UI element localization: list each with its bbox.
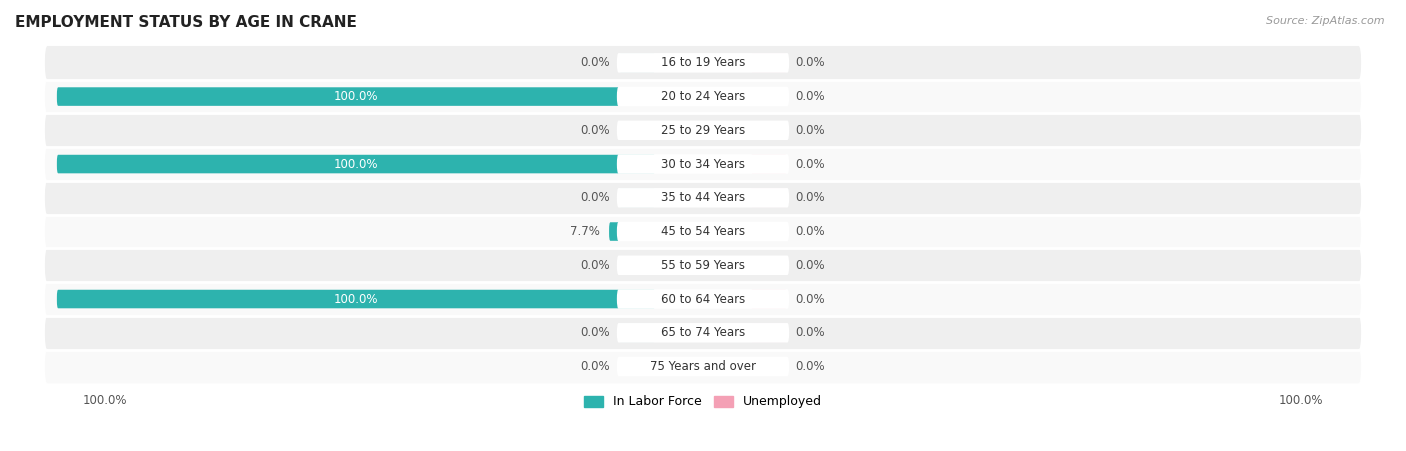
FancyBboxPatch shape [751, 87, 787, 106]
FancyBboxPatch shape [751, 222, 787, 241]
FancyBboxPatch shape [619, 357, 655, 376]
FancyBboxPatch shape [45, 282, 1361, 316]
FancyBboxPatch shape [617, 222, 789, 241]
Text: 65 to 74 Years: 65 to 74 Years [661, 326, 745, 339]
FancyBboxPatch shape [56, 155, 655, 173]
Text: EMPLOYMENT STATUS BY AGE IN CRANE: EMPLOYMENT STATUS BY AGE IN CRANE [15, 15, 357, 30]
Text: 0.0%: 0.0% [796, 293, 825, 305]
Text: 0.0%: 0.0% [796, 225, 825, 238]
FancyBboxPatch shape [751, 155, 787, 173]
Text: 0.0%: 0.0% [796, 157, 825, 170]
FancyBboxPatch shape [751, 256, 787, 275]
FancyBboxPatch shape [751, 290, 787, 308]
Text: 0.0%: 0.0% [581, 124, 610, 137]
FancyBboxPatch shape [617, 256, 789, 275]
Legend: In Labor Force, Unemployed: In Labor Force, Unemployed [579, 391, 827, 414]
Text: 0.0%: 0.0% [796, 191, 825, 204]
FancyBboxPatch shape [45, 46, 1361, 80]
FancyBboxPatch shape [45, 215, 1361, 249]
FancyBboxPatch shape [619, 189, 655, 207]
FancyBboxPatch shape [56, 290, 655, 308]
FancyBboxPatch shape [751, 323, 787, 342]
FancyBboxPatch shape [609, 222, 655, 241]
Text: 7.7%: 7.7% [571, 225, 600, 238]
FancyBboxPatch shape [751, 189, 787, 207]
Text: 0.0%: 0.0% [581, 360, 610, 373]
Text: 0.0%: 0.0% [796, 56, 825, 69]
FancyBboxPatch shape [619, 323, 655, 342]
Text: 0.0%: 0.0% [796, 326, 825, 339]
FancyBboxPatch shape [45, 316, 1361, 350]
Text: 100.0%: 100.0% [333, 90, 378, 103]
Text: 100.0%: 100.0% [333, 157, 378, 170]
FancyBboxPatch shape [617, 120, 789, 140]
FancyBboxPatch shape [617, 87, 789, 106]
FancyBboxPatch shape [45, 80, 1361, 114]
Text: 60 to 64 Years: 60 to 64 Years [661, 293, 745, 305]
FancyBboxPatch shape [617, 53, 789, 73]
Text: 0.0%: 0.0% [796, 360, 825, 373]
FancyBboxPatch shape [751, 357, 787, 376]
Text: 0.0%: 0.0% [581, 191, 610, 204]
Text: 100.0%: 100.0% [333, 293, 378, 305]
Text: 55 to 59 Years: 55 to 59 Years [661, 259, 745, 272]
Text: 0.0%: 0.0% [796, 90, 825, 103]
FancyBboxPatch shape [619, 256, 655, 275]
Text: 0.0%: 0.0% [796, 124, 825, 137]
FancyBboxPatch shape [617, 323, 789, 342]
FancyBboxPatch shape [617, 188, 789, 207]
Text: 16 to 19 Years: 16 to 19 Years [661, 56, 745, 69]
Text: 20 to 24 Years: 20 to 24 Years [661, 90, 745, 103]
FancyBboxPatch shape [45, 350, 1361, 383]
FancyBboxPatch shape [617, 154, 789, 174]
FancyBboxPatch shape [45, 114, 1361, 147]
FancyBboxPatch shape [617, 357, 789, 376]
Text: 45 to 54 Years: 45 to 54 Years [661, 225, 745, 238]
Text: 75 Years and over: 75 Years and over [650, 360, 756, 373]
FancyBboxPatch shape [619, 54, 655, 72]
Text: Source: ZipAtlas.com: Source: ZipAtlas.com [1267, 16, 1385, 26]
FancyBboxPatch shape [751, 121, 787, 140]
Text: 0.0%: 0.0% [581, 259, 610, 272]
FancyBboxPatch shape [45, 147, 1361, 181]
FancyBboxPatch shape [56, 87, 655, 106]
Text: 35 to 44 Years: 35 to 44 Years [661, 191, 745, 204]
Text: 0.0%: 0.0% [796, 259, 825, 272]
FancyBboxPatch shape [751, 54, 787, 72]
FancyBboxPatch shape [617, 289, 789, 309]
FancyBboxPatch shape [45, 249, 1361, 282]
Text: 25 to 29 Years: 25 to 29 Years [661, 124, 745, 137]
FancyBboxPatch shape [619, 121, 655, 140]
Text: 0.0%: 0.0% [581, 326, 610, 339]
Text: 30 to 34 Years: 30 to 34 Years [661, 157, 745, 170]
Text: 0.0%: 0.0% [581, 56, 610, 69]
FancyBboxPatch shape [45, 181, 1361, 215]
